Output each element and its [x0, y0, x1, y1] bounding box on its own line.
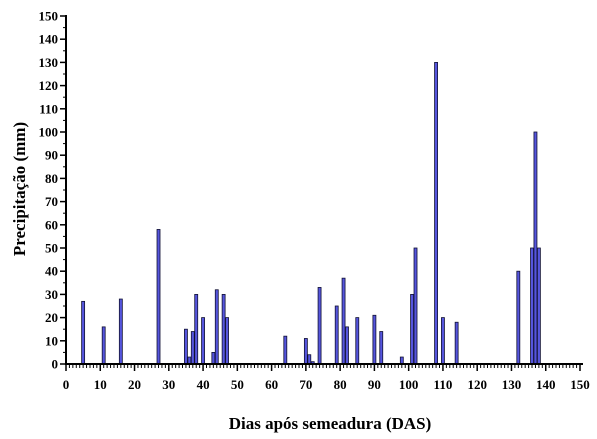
x-tick-label: 100: [399, 377, 419, 392]
bar-day-82: [345, 326, 349, 365]
bar-day-138: [536, 247, 541, 365]
bar-day-114: [454, 321, 459, 365]
x-tick-label: 80: [334, 377, 347, 392]
x-tick-label: 30: [162, 377, 175, 392]
bar-day-71: [307, 354, 312, 365]
bar-day-74: [317, 287, 322, 365]
bar-day-79: [334, 305, 339, 365]
y-tick-label: 130: [39, 55, 59, 70]
y-tick-label: 120: [39, 78, 59, 93]
labels-layer: 0 10 20 30 40 50 60 70 80 90 100 110 120 130 140 150 0 10…: [39, 9, 590, 393]
x-tick-label: 60: [265, 377, 278, 392]
y-tick-label: 110: [39, 101, 58, 116]
bar-day-101: [410, 293, 414, 365]
x-tick-label: 70: [299, 377, 312, 392]
x-tick-label: 120: [467, 377, 487, 392]
y-tick-label: 60: [45, 217, 58, 232]
x-tick-label: 140: [536, 377, 556, 392]
bar-day-36: [187, 356, 192, 365]
y-tick-label: 140: [39, 32, 59, 47]
x-tick-label: 110: [434, 377, 453, 392]
x-axis-title: Dias após semeadura (DAS): [229, 414, 432, 433]
y-tick-label: 20: [45, 310, 58, 325]
bar-day-132: [516, 270, 521, 365]
bar-day-98: [399, 356, 404, 365]
bar-day-92: [379, 331, 384, 365]
bar-day-85: [355, 317, 360, 365]
bar-day-11: [101, 326, 106, 365]
y-axis-title: Precipitação (mm): [10, 122, 29, 256]
bar-day-70: [303, 338, 308, 365]
bars-layer: [81, 62, 541, 365]
y-tick-label: 40: [45, 264, 58, 279]
x-tick-label: 90: [368, 377, 381, 392]
bar-day-90: [372, 314, 377, 365]
x-tick-label: 40: [197, 377, 210, 392]
y-tick-label: 30: [45, 287, 58, 302]
y-tick-label: 0: [52, 357, 59, 372]
y-tick-label: 100: [39, 125, 59, 140]
bar-day-37: [190, 331, 195, 365]
y-tick-label: 50: [45, 241, 58, 256]
bar-day-43: [211, 351, 216, 365]
y-tick-label: 150: [39, 9, 59, 24]
bar-day-137: [533, 131, 538, 365]
bar-day-38: [194, 293, 199, 365]
y-tick-label: 70: [45, 194, 58, 209]
bar-day-102: [413, 247, 418, 365]
x-tick-label: 0: [63, 377, 70, 392]
x-tick-label: 150: [570, 377, 590, 392]
bar-day-40: [201, 317, 205, 365]
axes-layer: [60, 15, 583, 371]
bar-day-108: [434, 62, 438, 365]
y-tick-label: 90: [45, 148, 58, 163]
bar-day-16: [118, 298, 123, 365]
bar-day-5: [81, 300, 86, 365]
y-tick-label: 80: [45, 171, 58, 186]
x-tick-label: 130: [502, 377, 522, 392]
x-tick-label: 20: [128, 377, 141, 392]
bar-day-44: [214, 289, 219, 365]
bar-day-27: [156, 229, 161, 365]
bar-day-110: [441, 317, 445, 365]
y-tick-label: 10: [45, 333, 58, 348]
bar-day-35: [184, 328, 188, 365]
bar-day-136: [530, 247, 534, 365]
bar-day-47: [225, 317, 229, 365]
bar-day-81: [341, 277, 346, 365]
x-tick-label: 50: [231, 377, 244, 392]
bar-day-46: [221, 293, 226, 365]
x-tick-label: 10: [94, 377, 107, 392]
bar-day-64: [283, 335, 288, 365]
